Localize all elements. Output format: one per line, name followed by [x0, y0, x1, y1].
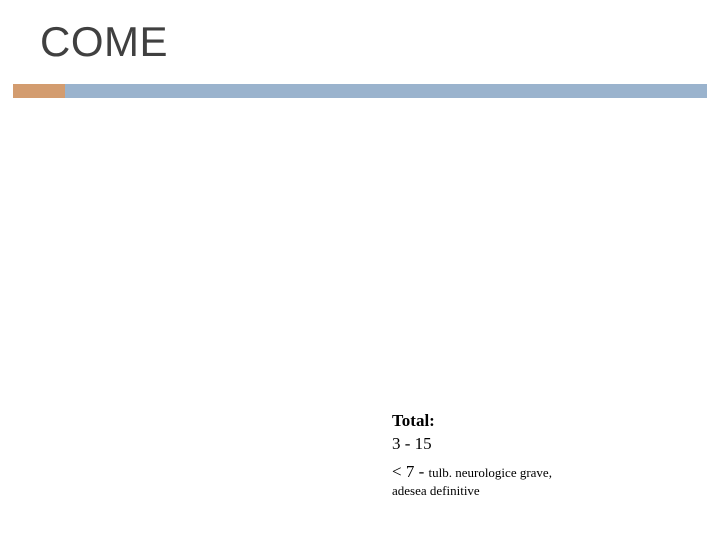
page-title: COME	[40, 18, 168, 66]
threshold-prefix: < 7 -	[392, 462, 429, 481]
title-underline	[13, 84, 707, 98]
score-text-block: Total: 3 - 15 < 7 - tulb. neurologice gr…	[392, 410, 682, 499]
threshold-line: < 7 - tulb. neurologice grave,	[392, 461, 682, 483]
underline-bar	[65, 84, 707, 98]
threshold-line2: adesea definitive	[392, 483, 682, 499]
score-range: 3 - 15	[392, 433, 682, 454]
total-label: Total:	[392, 410, 682, 431]
underline-accent	[13, 84, 65, 98]
slide: COME Total: 3 - 15 < 7 - tulb. neurologi…	[0, 0, 720, 540]
threshold-tail: tulb. neurologice grave,	[429, 465, 552, 480]
